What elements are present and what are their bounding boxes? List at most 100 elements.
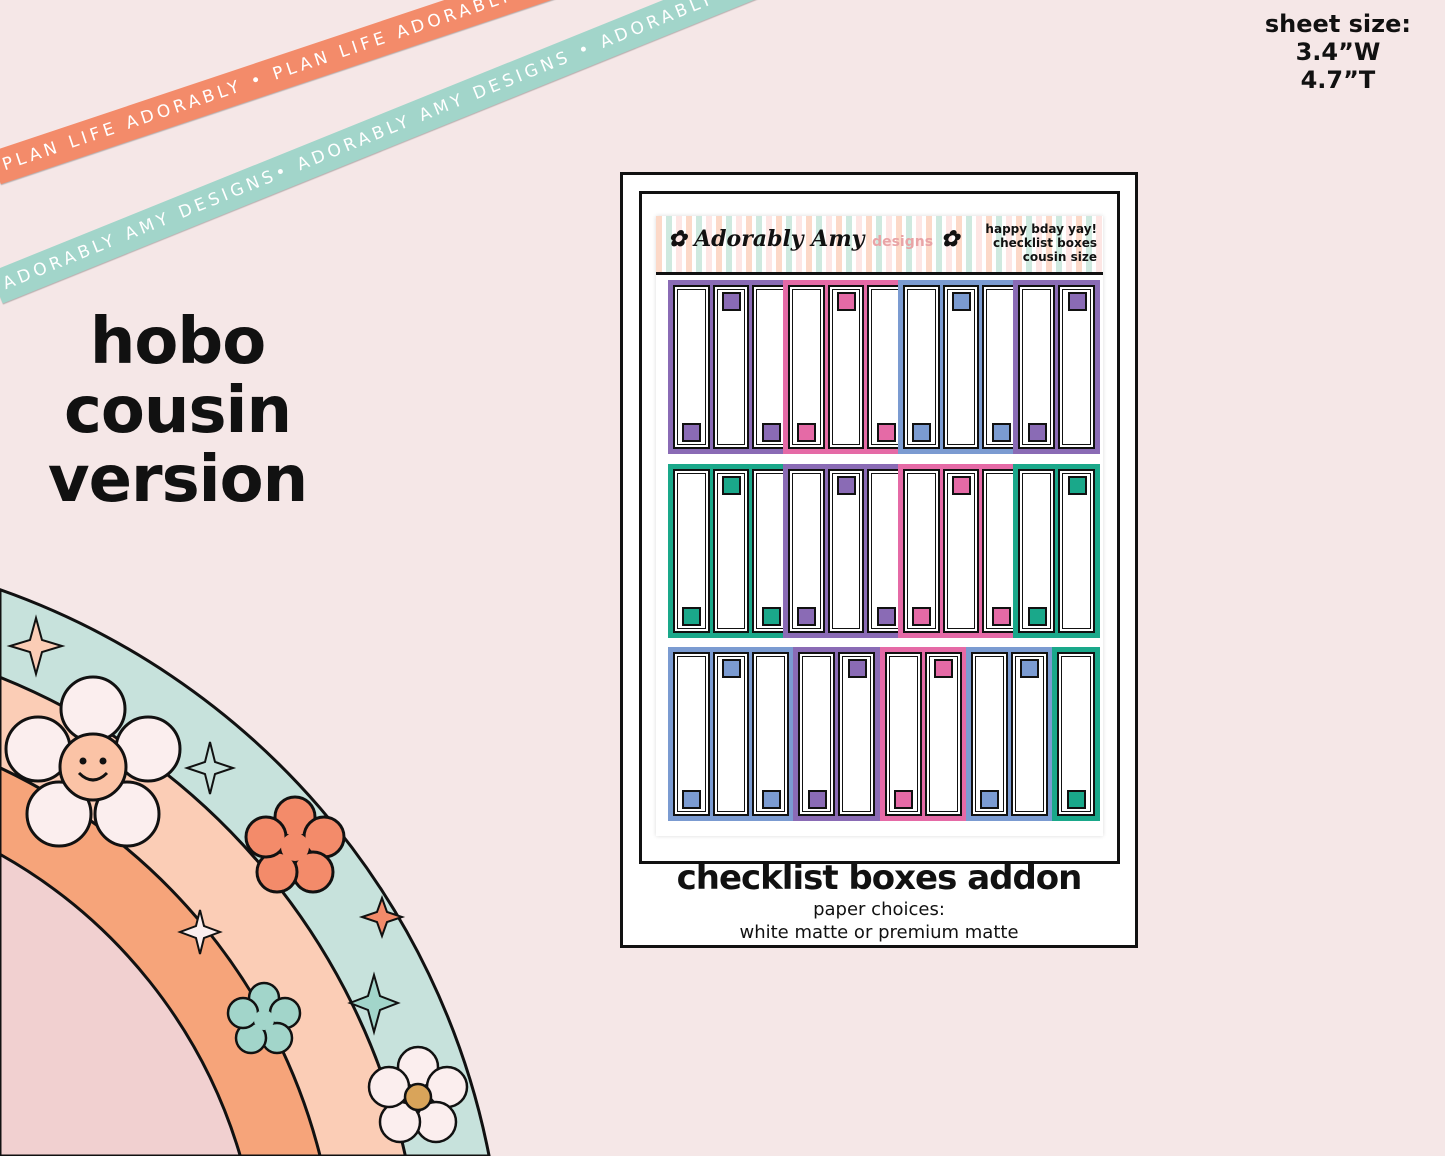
checklist-column	[752, 652, 790, 816]
checklist-sticker-pink	[783, 280, 909, 454]
checklist-column	[903, 285, 940, 449]
checklist-column	[867, 469, 905, 633]
rainbow-band-pink	[0, 852, 242, 1156]
sheet-header: ✿ Adorably Amy designs ✿ happy bday yay!…	[656, 216, 1103, 275]
checklist-column	[924, 652, 962, 816]
sparkle-icon	[183, 741, 237, 795]
caption-subtitle: paper choices: white matte or premium ma…	[623, 898, 1135, 944]
checklist-column	[1057, 652, 1095, 816]
checkbox-square	[912, 607, 932, 626]
checkbox-square	[952, 292, 971, 311]
checkbox-square	[837, 292, 856, 311]
product-card: ✿ Adorably Amy designs ✿ happy bday yay!…	[620, 172, 1138, 948]
checklist-column	[788, 469, 825, 633]
brand-logo: ✿ Adorably Amy designs ✿	[668, 226, 960, 252]
checkbox-square	[682, 607, 702, 626]
sparkle-icon	[6, 614, 66, 678]
checklist-column	[1058, 285, 1095, 449]
sticker-sheet: ✿ Adorably Amy designs ✿ happy bday yay!…	[656, 216, 1103, 836]
header-line: happy bday yay!	[985, 222, 1097, 236]
checklist-column	[798, 652, 836, 816]
checkbox-square	[682, 423, 702, 442]
checkbox-square	[991, 607, 1011, 626]
checkbox-square	[761, 790, 781, 809]
caption: checklist boxes addon paper choices: whi…	[623, 858, 1135, 944]
header-line: checklist boxes	[992, 236, 1097, 250]
logo-text: Adorably Amy	[694, 226, 865, 252]
checklist-sticker-purple	[1013, 280, 1100, 454]
checkbox-square	[761, 423, 781, 442]
checklist-column	[982, 285, 1020, 449]
checklist-column	[942, 469, 980, 633]
checkbox-square	[952, 476, 971, 495]
checklist-sticker-pink	[879, 647, 967, 821]
checkbox-square	[1027, 423, 1047, 442]
header-line: cousin size	[1022, 250, 1097, 264]
checkbox-square	[722, 292, 741, 311]
title-line: version	[47, 443, 308, 517]
checkbox-square	[1067, 292, 1087, 311]
checklist-column	[788, 285, 825, 449]
checkbox-square	[980, 790, 1000, 809]
checkbox-square	[1067, 476, 1087, 495]
checkbox-square	[1067, 790, 1086, 809]
paper-choices-label: paper choices:	[813, 899, 945, 920]
checkbox-square	[934, 659, 953, 678]
checkbox-square	[797, 607, 817, 626]
sheet-frame: ✿ Adorably Amy designs ✿ happy bday yay!…	[639, 191, 1120, 864]
teal-flower-icon	[226, 981, 302, 1055]
sparkle-icon	[358, 895, 406, 939]
orange-flower-icon	[244, 795, 346, 894]
checkbox-square	[722, 476, 741, 495]
checklist-sticker-teal	[1052, 647, 1100, 821]
title-line: hobo	[89, 305, 266, 379]
checkbox-square	[991, 423, 1011, 442]
checklist-sticker-purple	[783, 464, 909, 638]
white-flower-icon	[367, 1045, 469, 1144]
title-line: cousin	[63, 374, 292, 448]
checklist-sticker-purple	[793, 647, 881, 821]
checklist-column	[1018, 469, 1055, 633]
caption-title: checklist boxes addon	[676, 858, 1083, 898]
checkbox-square	[807, 790, 827, 809]
checklist-column	[673, 469, 710, 633]
checklist-column	[838, 652, 876, 816]
checklist-sticker-purple	[668, 280, 794, 454]
checkbox-square	[682, 790, 702, 809]
checklist-column	[827, 469, 865, 633]
checkbox-square	[761, 607, 781, 626]
checklist-sticker-blue	[668, 647, 794, 821]
checklist-column	[712, 285, 750, 449]
sheet-header-text: happy bday yay! checklist boxes cousin s…	[985, 222, 1097, 264]
checklist-sticker-pink	[898, 464, 1024, 638]
checklist-column	[903, 469, 940, 633]
checklist-column	[942, 285, 980, 449]
checklist-column	[673, 652, 710, 816]
checklist-sticker-teal	[1013, 464, 1100, 638]
sheet-width: 3.4”W	[1295, 38, 1381, 66]
checklist-sticker-blue	[965, 647, 1053, 821]
checklist-column	[1058, 469, 1095, 633]
paper-choices-value: white matte or premium matte	[739, 922, 1019, 943]
checkbox-square	[876, 423, 896, 442]
checklist-column	[970, 652, 1008, 816]
sheet-size-label: sheet size:	[1264, 10, 1411, 38]
checkbox-square	[912, 423, 932, 442]
sparkle-icon	[177, 909, 223, 955]
version-title: hobo cousin version	[40, 308, 315, 515]
sparkle-icon	[347, 971, 401, 1036]
checkbox-square	[837, 476, 856, 495]
checklist-column	[1018, 285, 1055, 449]
checkbox-square	[1020, 659, 1040, 678]
checkbox-square	[894, 790, 913, 809]
checklist-sticker-teal	[668, 464, 794, 638]
sheet-height: 4.7”T	[1300, 66, 1376, 94]
checkbox-square	[876, 607, 896, 626]
checklist-column	[712, 652, 750, 816]
sheet-size-info: sheet size: 3.4”W 4.7”T	[1265, 10, 1411, 94]
checkbox-square	[797, 423, 817, 442]
checkbox-square	[847, 659, 867, 678]
checklist-column	[712, 469, 750, 633]
checkbox-square	[722, 659, 741, 678]
